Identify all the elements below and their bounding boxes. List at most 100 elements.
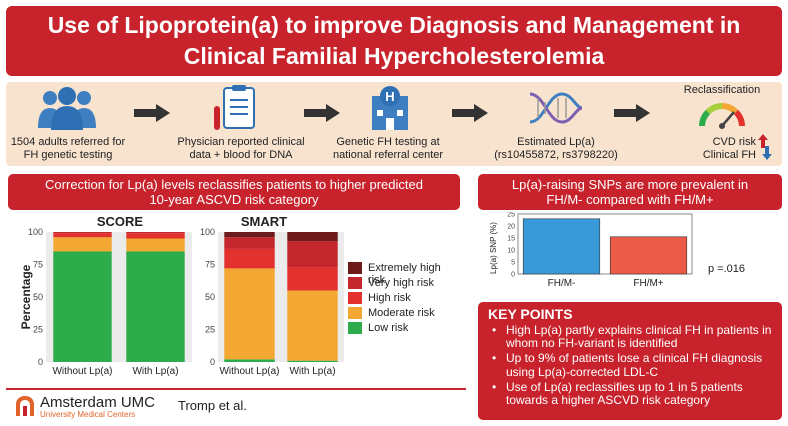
- y-tick-label: 100: [200, 227, 215, 237]
- legend-swatch-moderate: [348, 307, 362, 319]
- x-tick-label: Without Lp(a): [219, 366, 279, 377]
- bar-segment-moderate-risk: [126, 238, 185, 252]
- bar-segment-moderate-risk: [224, 268, 275, 360]
- left-header-line-2: 10-year ASCVD risk category: [149, 192, 319, 207]
- y-tick-label: 15: [507, 236, 515, 243]
- x-tick-label: With Lp(a): [289, 366, 335, 377]
- logo-name: Amsterdam UMC: [40, 394, 156, 411]
- step-2-line-1: Physician reported clinical: [177, 136, 305, 148]
- y-tick-label: 50: [205, 292, 215, 302]
- step-5-line-2: Clinical FH: [702, 149, 756, 161]
- y-tick-label: 5: [511, 260, 515, 267]
- x-tick-label: With Lp(a): [132, 366, 178, 377]
- left-panel-header: Correction for Lp(a) levels reclassifies…: [8, 174, 460, 210]
- amsterdam-umc-logo-icon: [16, 396, 34, 416]
- workflow-band: 1504 adults referred for FH genetic test…: [6, 82, 782, 166]
- y-tick-label: 0: [38, 357, 43, 367]
- step-2-line-2: data + blood for DNA: [189, 149, 293, 161]
- title-line-1: Use of Lipoprotein(a) to improve Diagnos…: [47, 12, 741, 38]
- clipboard-icon: [214, 85, 255, 130]
- risk-legend: Extremely high risk Very high risk High …: [340, 262, 458, 372]
- snp-bar-fh-m: [609, 236, 688, 275]
- y-tick-label: 25: [507, 212, 515, 219]
- dna-icon: [529, 92, 583, 124]
- bar-segment-high-risk: [53, 233, 112, 238]
- key-points-title: KEY POINTS: [488, 306, 573, 322]
- bar-segment-low-risk: [287, 360, 338, 362]
- bar-segment-very-high-risk: [224, 237, 275, 249]
- p-value-label: p =.016: [708, 263, 745, 275]
- legend-label-high: High risk: [368, 292, 411, 304]
- arrow-right-icon: [452, 104, 488, 122]
- bar-segment-low-risk: [224, 359, 275, 362]
- step-1-line-2: FH genetic testing: [23, 149, 113, 161]
- bar-segment-extremely-high-risk: [287, 232, 338, 242]
- x-tick-label: FH/M+: [633, 278, 663, 289]
- footer-divider: [6, 388, 466, 390]
- y-tick-label: 75: [205, 260, 215, 270]
- y-tick-label: 0: [511, 272, 515, 279]
- arrow-right-icon: [134, 104, 170, 122]
- y-tick-label: 50: [33, 292, 43, 302]
- step-4-line-2: (rs10455872, rs3798220): [494, 149, 618, 161]
- key-points-box: KEY POINTS High Lp(a) partly explains cl…: [478, 302, 782, 420]
- hospital-icon: H: [372, 86, 408, 130]
- bar-segment-very-high-risk: [53, 232, 112, 234]
- bar-segment-low-risk: [53, 251, 112, 362]
- bar-segment-high-risk: [287, 267, 338, 291]
- legend-label-extreme: Extremely high risk: [368, 262, 441, 286]
- legend-swatch-low: [348, 322, 362, 334]
- y-tick-label: 100: [28, 227, 43, 237]
- y-tick-label: 75: [33, 260, 43, 270]
- bar-segment-low-risk: [126, 251, 185, 362]
- title-line-2: Clinical Familial Hypercholesterolemia: [183, 43, 605, 69]
- step-3-line-2: national referral center: [332, 149, 444, 161]
- key-point-item: Up to 9% of patients lose a clinical FH …: [492, 352, 780, 379]
- step-3-line-1: Genetic FH testing at: [336, 136, 440, 148]
- key-point-item: High Lp(a) partly explains clinical FH i…: [492, 323, 780, 350]
- bar-segment-very-high-risk: [287, 241, 338, 268]
- left-header-line-1: Correction for Lp(a) levels reclassifies…: [45, 177, 423, 192]
- arrow-down-icon: [762, 146, 772, 160]
- bar-segment-high-risk: [126, 233, 185, 239]
- step-1-line-1: 1504 adults referred for: [10, 136, 126, 148]
- bar-segment-moderate-risk: [287, 290, 338, 361]
- snp-prevalence-chart: Lp(a) SNP (%) 0 5 10 15 20 25 FH/M- FH/M+ p =.…: [489, 212, 745, 289]
- snp-axis-label: Lp(a) SNP (%): [489, 222, 498, 274]
- x-tick-label: FH/M-: [548, 278, 576, 289]
- bar-segment-very-high-risk: [126, 232, 185, 234]
- gauge-icon: [699, 103, 745, 129]
- step-4-line-1: Estimated Lp(a): [517, 136, 595, 148]
- legend-label-very-high: Very high risk: [368, 277, 435, 289]
- legend-swatch-extreme: [348, 262, 362, 274]
- risk-category-chart: SCORE SMART Percentage 0 25 50 75 100 0 25 50 7…: [19, 214, 344, 377]
- legend-label-moderate: Moderate risk: [368, 307, 435, 319]
- right-panel-header: Lp(a)-raising SNPs are more prevalent in…: [478, 174, 782, 210]
- arrow-right-icon: [614, 104, 650, 122]
- snp-bar-fh-m: [522, 218, 601, 275]
- authors-label: Tromp et al.: [178, 398, 247, 413]
- reclassification-label: Reclassification: [683, 84, 761, 96]
- legend-label-low: Low risk: [368, 322, 409, 334]
- right-header-line-1: Lp(a)-raising SNPs are more prevalent in: [511, 177, 749, 192]
- y-tick-label: 0: [210, 357, 215, 367]
- bar-segment-moderate-risk: [53, 237, 112, 252]
- logo-subtitle: University Medical Centers: [40, 410, 136, 419]
- y-tick-label: 20: [507, 224, 515, 231]
- legend-swatch-very-high: [348, 277, 362, 289]
- people-icon: [38, 87, 96, 130]
- bar-segment-high-risk: [224, 248, 275, 269]
- title-banner: Use of Lipoprotein(a) to improve Diagnos…: [6, 6, 782, 76]
- score-chart-title: SCORE: [97, 214, 144, 229]
- y-tick-label: 10: [507, 248, 515, 255]
- x-tick-label: Without Lp(a): [52, 366, 112, 377]
- key-points-list: High Lp(a) partly explains clinical FH i…: [492, 323, 780, 409]
- step-5-line-1: CVD risk: [712, 136, 756, 148]
- y-tick-label: 25: [205, 325, 215, 335]
- bar-segment-extremely-high-risk: [224, 232, 275, 238]
- right-header-line-2: FH/M- compared with FH/M+: [546, 192, 714, 207]
- smart-chart-title: SMART: [241, 214, 287, 229]
- key-point-item: Use of Lp(a) reclassifies up to 1 in 5 p…: [492, 380, 780, 407]
- svg-text:H: H: [385, 89, 394, 104]
- y-tick-label: 25: [33, 325, 43, 335]
